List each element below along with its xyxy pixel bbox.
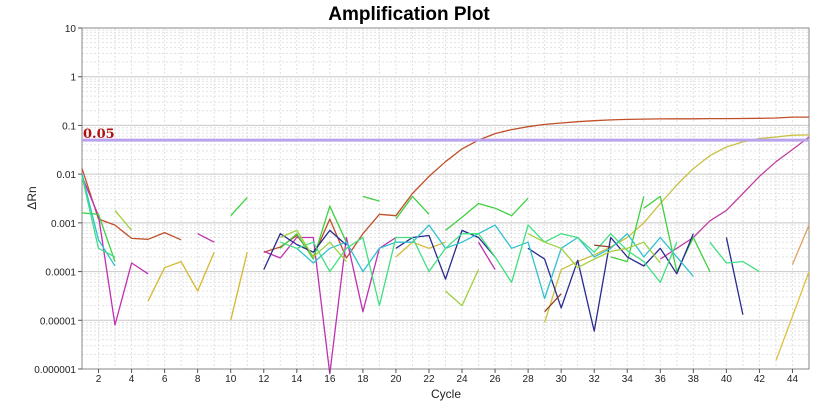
x-tick-label: 22 — [423, 374, 435, 385]
series-line-5 — [791, 224, 810, 265]
x-tick-label: 26 — [490, 374, 502, 385]
x-tick-label: 42 — [754, 374, 766, 385]
x-tick-label: 28 — [523, 374, 535, 385]
x-tick-label: 18 — [357, 374, 369, 385]
x-tick-label: 20 — [390, 374, 402, 385]
x-tick-label: 10 — [225, 374, 237, 385]
series-line-3 — [659, 136, 810, 260]
series-line-10 — [81, 173, 694, 300]
y-tick-label: 10 — [65, 24, 77, 35]
y-tick-label: 0.0001 — [45, 268, 76, 279]
y-tick-label: 0.001 — [51, 219, 76, 230]
x-tick-label: 40 — [721, 374, 733, 385]
y-axis-ticks: 10 1 0.1 0.01 0.001 0.0001 0.00001 0.000001 — [34, 24, 82, 376]
threshold-label: 0.05 — [83, 127, 115, 142]
grid — [81, 28, 810, 370]
series-line-2 — [543, 134, 810, 323]
x-axis-ticks: 2 4 6 8 10 12 14 16 18 20 22 24 26 28 30 32 34 36 38 40 42 44 — [96, 369, 799, 385]
y-tick-label: 0.01 — [57, 170, 77, 181]
x-tick-label: 12 — [258, 374, 270, 385]
y-tick-label: 0.1 — [62, 121, 76, 132]
x-tick-label: 32 — [589, 374, 601, 385]
series-line-11 — [81, 176, 760, 307]
x-tick-label: 2 — [96, 374, 102, 385]
series-group — [81, 116, 810, 375]
y-axis-label: ΔRn — [25, 186, 39, 209]
y-tick-label: 1 — [70, 73, 76, 84]
plot-area-frame — [81, 27, 810, 370]
x-tick-label: 16 — [324, 374, 336, 385]
x-tick-label: 36 — [655, 374, 667, 385]
series-line-13 — [544, 244, 611, 313]
x-tick-label: 6 — [162, 374, 168, 385]
series-line-6 — [81, 176, 496, 375]
chart-title: Amplification Plot — [328, 4, 490, 25]
x-tick-label: 34 — [622, 374, 634, 385]
series-line-4 — [775, 271, 810, 361]
x-axis-label: Cycle — [431, 387, 461, 401]
x-tick-label: 44 — [787, 374, 799, 385]
y-tick-label: 0.00001 — [40, 316, 77, 327]
x-tick-label: 30 — [556, 374, 568, 385]
x-tick-label: 4 — [129, 374, 135, 385]
series-line-9 — [263, 229, 744, 332]
series-line-12 — [114, 209, 661, 307]
x-tick-label: 24 — [456, 374, 468, 385]
y-tick-label: 0.000001 — [34, 365, 76, 376]
x-tick-label: 8 — [195, 374, 201, 385]
series-line-8 — [81, 195, 711, 273]
series-line-7 — [147, 241, 446, 321]
x-tick-label: 38 — [688, 374, 700, 385]
x-tick-label: 14 — [291, 374, 303, 385]
